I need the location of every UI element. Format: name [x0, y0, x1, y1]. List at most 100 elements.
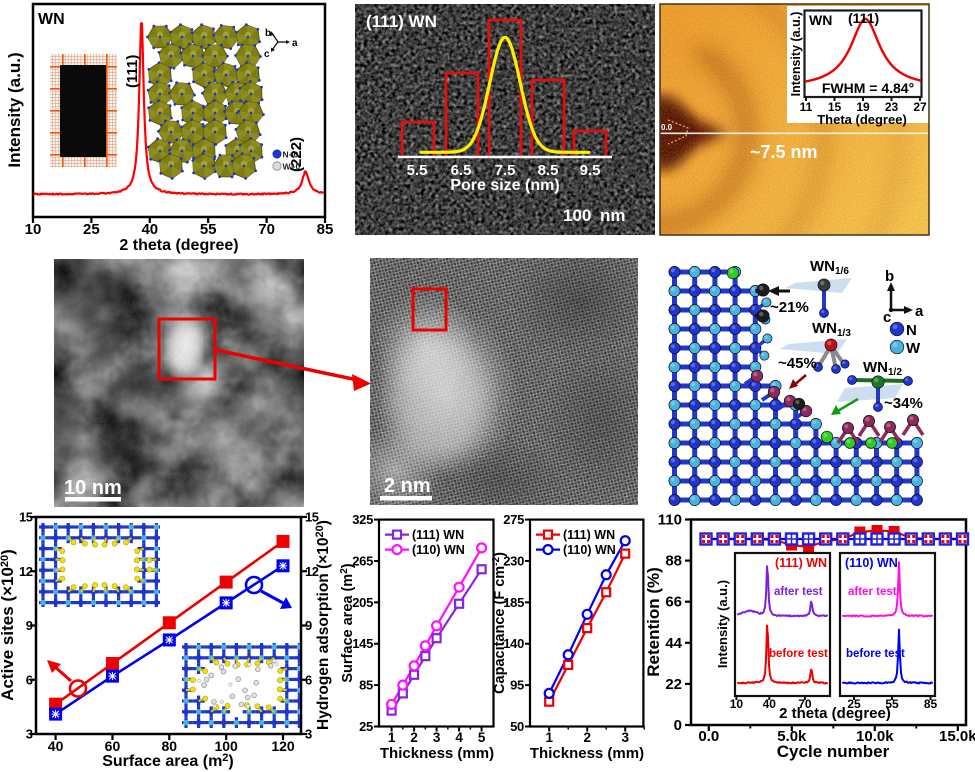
- svg-text:120: 120: [271, 738, 295, 754]
- svg-text:Active sites (×1020): Active sites (×1020): [0, 549, 17, 701]
- svg-text:c: c: [264, 49, 270, 60]
- svg-text:Intensity (a.u.): Intensity (a.u.): [789, 12, 803, 97]
- svg-text:265: 265: [352, 553, 373, 568]
- svg-text:95: 95: [510, 678, 524, 693]
- svg-text:100: 100: [563, 206, 591, 225]
- svg-text:after test: after test: [848, 586, 897, 598]
- svg-text:a: a: [292, 38, 298, 49]
- svg-text:6: 6: [305, 672, 312, 687]
- svg-text:b: b: [265, 28, 271, 39]
- svg-text:23: 23: [885, 100, 899, 114]
- svg-text:55: 55: [885, 697, 899, 711]
- svg-text:50: 50: [510, 719, 524, 734]
- svg-text:W+0: W+0: [283, 162, 301, 172]
- svg-text:15: 15: [305, 510, 319, 525]
- svg-text:(110) WN: (110) WN: [412, 543, 465, 557]
- svg-text:Intensity (a.u.): Intensity (a.u.): [715, 580, 730, 668]
- svg-text:(111) WN: (111) WN: [366, 12, 437, 31]
- svg-text:~34%: ~34%: [884, 395, 923, 412]
- svg-text:~7.5 nm: ~7.5 nm: [750, 142, 818, 162]
- svg-text:44: 44: [665, 635, 682, 652]
- svg-text:Retention (%): Retention (%): [644, 567, 663, 677]
- svg-text:40: 40: [48, 738, 64, 754]
- svg-text:9: 9: [305, 618, 312, 633]
- svg-text:205: 205: [352, 595, 373, 610]
- svg-text:110: 110: [658, 512, 682, 529]
- svg-text:10: 10: [25, 221, 42, 238]
- svg-text:22: 22: [665, 676, 682, 693]
- svg-text:15.0k: 15.0k: [939, 728, 975, 745]
- svg-text:8.5: 8.5: [538, 162, 559, 179]
- svg-text:9: 9: [26, 618, 33, 633]
- svg-text:25: 25: [359, 719, 373, 734]
- svg-text:145: 145: [352, 636, 373, 651]
- svg-text:19: 19: [856, 100, 870, 114]
- svg-text:~45%: ~45%: [778, 355, 817, 372]
- svg-text:100: 100: [214, 738, 238, 754]
- svg-text:9.5: 9.5: [580, 162, 601, 179]
- svg-text:~21%: ~21%: [770, 299, 809, 316]
- svg-text:WN: WN: [809, 12, 832, 28]
- svg-text:after test: after test: [774, 586, 823, 598]
- svg-text:10.0k: 10.0k: [856, 728, 894, 745]
- svg-text:3: 3: [621, 730, 629, 745]
- svg-text:2 theta (degree): 2 theta (degree): [779, 705, 891, 722]
- svg-text:WN: WN: [38, 11, 65, 28]
- svg-text:(111): (111): [124, 55, 141, 88]
- svg-text:0.0: 0.0: [661, 123, 673, 132]
- svg-text:0.0: 0.0: [698, 728, 719, 745]
- svg-text:15: 15: [19, 510, 33, 525]
- svg-text:27: 27: [913, 100, 927, 114]
- svg-text:Hydrogen adsorption (×1020): Hydrogen adsorption (×1020): [314, 520, 332, 730]
- svg-text:N+0: N+0: [283, 150, 299, 160]
- svg-text:275: 275: [503, 512, 524, 527]
- svg-text:W: W: [906, 340, 921, 357]
- svg-text:5.5: 5.5: [407, 162, 428, 179]
- svg-text:2: 2: [410, 730, 418, 745]
- svg-text:70: 70: [258, 221, 275, 238]
- svg-text:nm: nm: [600, 206, 626, 225]
- svg-text:185: 185: [503, 595, 524, 610]
- svg-text:Intensity (a.u.): Intensity (a.u.): [5, 52, 24, 167]
- svg-text:(111) WN: (111) WN: [412, 528, 464, 542]
- svg-text:15: 15: [828, 100, 842, 114]
- svg-text:4: 4: [455, 730, 463, 745]
- svg-text:40: 40: [141, 221, 158, 238]
- svg-text:Surface area (m2): Surface area (m2): [339, 563, 356, 682]
- svg-text:40: 40: [763, 697, 777, 711]
- svg-text:Cycle number: Cycle number: [777, 742, 890, 761]
- svg-text:7.5: 7.5: [495, 162, 516, 179]
- svg-text:before test: before test: [769, 648, 828, 660]
- svg-text:140: 140: [503, 636, 524, 651]
- svg-text:before test: before test: [846, 648, 905, 660]
- svg-text:N: N: [906, 322, 917, 339]
- svg-text:c: c: [883, 309, 891, 326]
- svg-text:85: 85: [317, 221, 334, 238]
- svg-text:(111): (111): [848, 10, 879, 26]
- svg-text:(111) WN: (111) WN: [775, 556, 827, 570]
- svg-text:10 nm: 10 nm: [64, 477, 122, 499]
- svg-text:3: 3: [433, 730, 441, 745]
- svg-text:(110) WN: (110) WN: [845, 556, 898, 570]
- svg-text:3: 3: [305, 727, 312, 742]
- svg-text:0: 0: [674, 717, 682, 734]
- svg-text:55: 55: [200, 221, 217, 238]
- svg-text:85: 85: [359, 678, 373, 693]
- svg-text:(222): (222): [288, 137, 305, 172]
- svg-text:88: 88: [665, 553, 682, 570]
- svg-text:(110) WN: (110) WN: [563, 543, 616, 557]
- svg-text:25: 25: [847, 697, 861, 711]
- svg-text:Pore size (nm): Pore size (nm): [450, 177, 559, 194]
- svg-text:85: 85: [924, 697, 938, 711]
- svg-text:66: 66: [665, 594, 682, 611]
- svg-text:1: 1: [545, 730, 553, 745]
- svg-text:10: 10: [730, 697, 744, 711]
- svg-text:6.5: 6.5: [451, 162, 472, 179]
- svg-text:12: 12: [19, 564, 33, 579]
- svg-text:3: 3: [26, 727, 33, 742]
- svg-text:2 nm: 2 nm: [384, 475, 431, 497]
- svg-text:Surface area (m2): Surface area (m2): [102, 752, 234, 770]
- svg-text:230: 230: [503, 553, 524, 568]
- svg-text:6: 6: [26, 672, 33, 687]
- svg-text:2 theta (degree): 2 theta (degree): [119, 237, 238, 254]
